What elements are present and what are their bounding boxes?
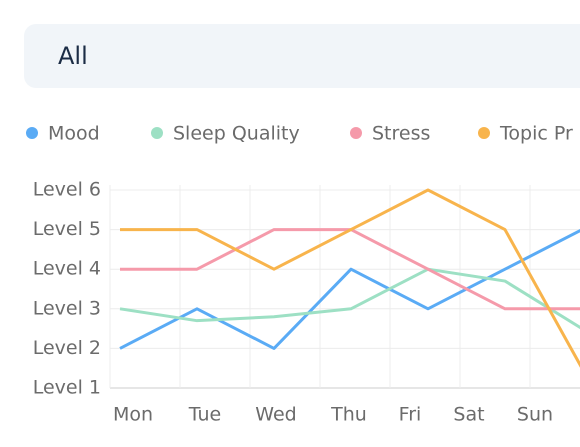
y-tick-label: Level 3 [33, 297, 101, 319]
legend-label: Mood [48, 123, 100, 145]
filter-label: All [58, 42, 88, 70]
y-tick-label: Level 6 [33, 179, 101, 201]
x-tick-label: Mon [113, 404, 153, 426]
legend-label: Stress [372, 123, 430, 145]
x-tick-label: Sat [453, 404, 484, 426]
x-tick-label: Sun [517, 404, 553, 426]
x-tick-label: Wed [255, 404, 296, 426]
y-tick-label: Level 5 [33, 218, 101, 240]
legend-dot [478, 127, 490, 139]
filter-dropdown[interactable] [24, 24, 580, 88]
series-line [119, 228, 580, 350]
legend-label: Topic Pr [499, 123, 573, 145]
series-line [120, 188, 580, 368]
series-line [119, 267, 580, 330]
legend-dot [26, 127, 38, 139]
y-tick-label: Level 2 [33, 337, 101, 359]
legend-dot [350, 127, 362, 139]
x-tick-label: Thu [330, 404, 367, 426]
y-tick-label: Level 1 [33, 377, 101, 399]
legend-dot [151, 127, 163, 139]
x-tick-label: Tue [188, 404, 221, 426]
legend-label: Sleep Quality [173, 123, 300, 145]
x-tick-label: Fri [399, 404, 422, 426]
y-tick-label: Level 4 [33, 258, 101, 280]
